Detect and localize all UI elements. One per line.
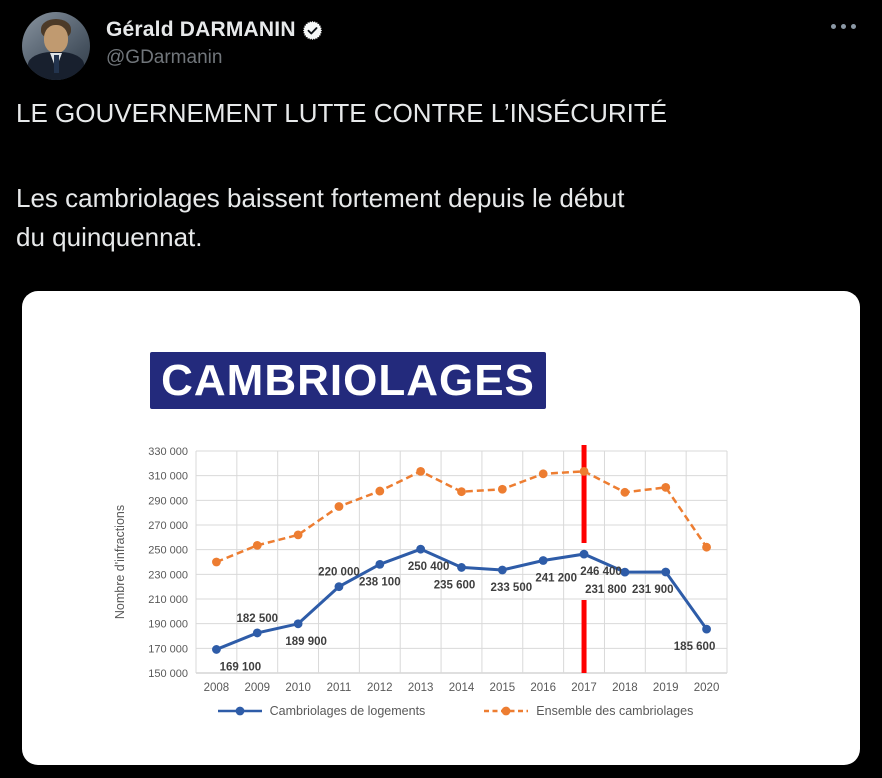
burglaries-line-chart: 150 000 170 000 190 000 210 000 230 000 250 0…	[113, 445, 728, 694]
svg-text:2008: 2008	[204, 682, 230, 694]
y-axis-title: Nombre d'infractions	[113, 505, 127, 619]
more-dot-icon	[831, 24, 836, 29]
svg-text:2012: 2012	[367, 682, 393, 694]
svg-text:182 500: 182 500	[236, 613, 278, 625]
svg-text:190 000: 190 000	[148, 619, 188, 631]
svg-text:150 000: 150 000	[148, 668, 188, 680]
solid-line-marker-icon	[217, 706, 262, 716]
svg-text:231 800: 231 800	[585, 584, 627, 596]
legend-item-ensemble: Ensemble des cambriolages	[483, 704, 693, 718]
svg-text:250 400: 250 400	[408, 561, 450, 573]
more-dot-icon	[841, 24, 846, 29]
tweet-line-2a: Les cambriolages baissent fortement depu…	[16, 183, 625, 213]
identity-block: Gérald DARMANIN @GDarmanin	[106, 12, 323, 69]
svg-text:189 900: 189 900	[285, 636, 327, 648]
svg-text:169 100: 169 100	[220, 661, 262, 673]
series-cambriolages-de-logements	[212, 544, 711, 654]
legend-item-logements: Cambriolages de logements	[217, 704, 426, 718]
gridlines	[195, 450, 728, 674]
x-axis-labels: 2008 2009 2010 2011 2012 2013 2014 2015 2016 2017…	[204, 682, 720, 694]
svg-text:230 000: 230 000	[148, 569, 188, 581]
quinquennat-start-vline	[581, 445, 587, 673]
more-button[interactable]	[827, 20, 860, 33]
svg-text:270 000: 270 000	[148, 520, 188, 532]
attached-chart-image[interactable]: CAMBRIOLAGES 150 000 170 000 190 000 210 00…	[22, 291, 860, 765]
display-name[interactable]: Gérald DARMANIN	[106, 18, 296, 41]
series-ensemble-des-cambriolages	[212, 466, 711, 567]
y-axis-labels: 150 000 170 000 190 000 210 000 230 000 250 0…	[148, 446, 188, 680]
svg-text:2018: 2018	[612, 682, 638, 694]
avatar[interactable]	[22, 12, 90, 80]
tweet-line-2: Les cambriolages baissent fortement depu…	[16, 179, 858, 257]
svg-text:210 000: 210 000	[148, 594, 188, 606]
svg-text:2014: 2014	[449, 682, 475, 694]
svg-text:2015: 2015	[490, 682, 516, 694]
svg-text:233 500: 233 500	[491, 582, 533, 594]
svg-text:2011: 2011	[327, 682, 352, 694]
user-handle[interactable]: @GDarmanin	[106, 47, 223, 68]
svg-text:310 000: 310 000	[148, 471, 188, 483]
svg-text:330 000: 330 000	[148, 446, 188, 458]
tweet-text: LE GOUVERNEMENT LUTTE CONTRE L’INSÉCURIT…	[0, 80, 882, 257]
svg-text:290 000: 290 000	[148, 495, 188, 507]
svg-text:246 400: 246 400	[580, 566, 622, 578]
svg-text:2017: 2017	[571, 682, 597, 694]
svg-text:231 900: 231 900	[632, 584, 674, 596]
svg-text:241 200: 241 200	[535, 573, 577, 585]
svg-text:185 600: 185 600	[674, 641, 716, 653]
avatar-face	[44, 25, 68, 53]
svg-text:250 000: 250 000	[148, 545, 188, 557]
svg-text:238 100: 238 100	[359, 576, 401, 588]
tweet-line-2b: du quinquennat.	[16, 222, 203, 252]
svg-text:2010: 2010	[285, 682, 311, 694]
more-dot-icon	[851, 24, 856, 29]
svg-text:2016: 2016	[530, 682, 556, 694]
avatar-tie	[54, 55, 59, 73]
chart-title: CAMBRIOLAGES	[150, 352, 546, 409]
svg-text:170 000: 170 000	[148, 643, 188, 655]
legend-label-logements: Cambriolages de logements	[269, 704, 426, 718]
chart-legend: Cambriolages de logements Ensemble des c…	[22, 704, 860, 718]
svg-text:2020: 2020	[694, 682, 720, 694]
svg-text:2013: 2013	[408, 682, 434, 694]
svg-text:2019: 2019	[653, 682, 679, 694]
verified-badge-icon	[302, 20, 322, 40]
svg-text:220 000: 220 000	[318, 567, 360, 579]
dashed-line-marker-icon	[484, 706, 529, 716]
tweet-line-1: LE GOUVERNEMENT LUTTE CONTRE L’INSÉCURIT…	[16, 98, 668, 128]
svg-text:235 600: 235 600	[434, 579, 476, 591]
svg-text:2009: 2009	[244, 682, 270, 694]
legend-label-ensemble: Ensemble des cambriolages	[536, 704, 694, 718]
tweet-header: Gérald DARMANIN @GDarmanin	[0, 0, 882, 80]
